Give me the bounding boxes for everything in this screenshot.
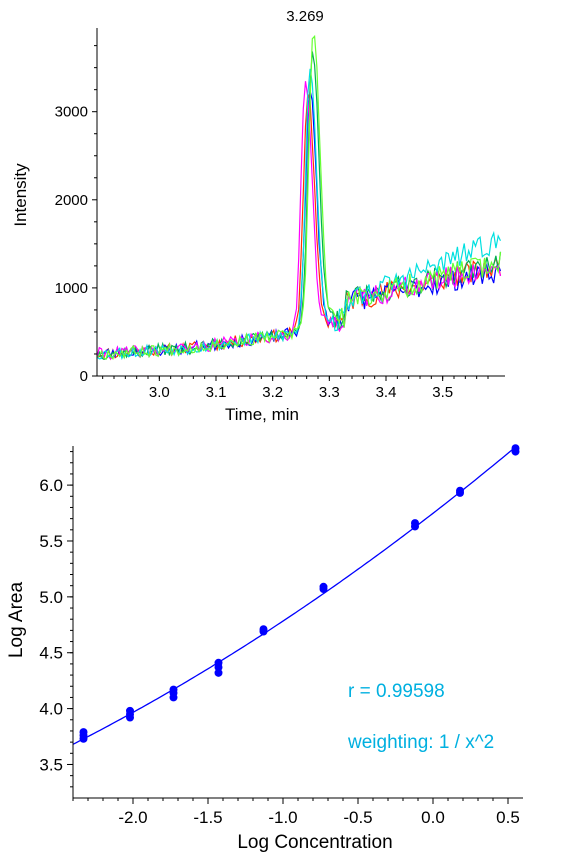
chrom-x-label: Time, min [225, 405, 299, 424]
calib-y-ticks: 3.5 4.0 4.5 5.0 5.5 6.0 [39, 451, 73, 788]
chromatogram-trace [96, 81, 502, 361]
chrom-y-tick-label: 2000 [55, 192, 88, 209]
fit-curve [72, 445, 518, 745]
chrom-y-tick-label: 3000 [55, 104, 88, 121]
chromatogram-trace [96, 51, 502, 360]
chrom-y-tick-label: 1000 [55, 280, 88, 297]
calibration-point [319, 582, 328, 591]
calib-y-label: Log Area [6, 582, 27, 658]
calibration-points [79, 444, 520, 743]
calibration-point [126, 706, 134, 715]
chrom-x-tick-label: 3.0 [149, 384, 170, 401]
chrom-x-tick-label: 3.3 [319, 384, 340, 401]
calibration-point [214, 668, 223, 677]
calib-y-tick-label: 3.5 [39, 755, 63, 774]
chrom-y-ticks: 0 1000 2000 3000 [55, 45, 97, 385]
calib-y-tick-label: 6.0 [39, 476, 63, 495]
chrom-y-label: Intensity [11, 163, 30, 227]
calib-x-tick-label: 0.0 [421, 808, 445, 827]
calib-y-tick-label: 5.5 [39, 532, 63, 551]
chrom-x-ticks: 3.0 3.1 3.2 3.3 3.4 3.5 [102, 376, 489, 401]
calib-x-tick-label: 0.5 [496, 808, 520, 827]
chrom-y-tick-label: 0 [80, 368, 88, 385]
calibration-point [411, 519, 419, 528]
calibration-point [169, 685, 178, 694]
calib-y-tick-label: 4.5 [39, 644, 63, 663]
r-value-annotation: r = 0.99598 [348, 681, 445, 702]
chrom-x-tick-label: 3.5 [432, 384, 453, 401]
chrom-x-tick-label: 3.4 [376, 384, 397, 401]
weighting-annotation: weighting: 1 / x^2 [347, 732, 494, 753]
calibration-point [511, 444, 520, 453]
calib-x-tick-label: -2.0 [118, 808, 147, 827]
chromatogram-traces [96, 34, 502, 361]
calib-x-label: Log Concentration [237, 832, 392, 853]
calibration-chart: 3.5 4.0 4.5 5.0 5.5 6.0 -2.0 -1.5 -1.0 -0.5 0.0 0.… [6, 444, 523, 853]
calib-x-tick-label: -1.5 [193, 808, 222, 827]
peak-label: 3.269 [286, 8, 324, 25]
calibration-point [456, 486, 464, 495]
calib-y-tick-label: 4.0 [39, 700, 63, 719]
calibration-point [214, 658, 223, 667]
calibration-point [79, 728, 88, 737]
calib-x-ticks: -2.0 -1.5 -1.0 -0.5 0.0 0.5 [72, 798, 520, 827]
chromatogram-trace [96, 34, 502, 361]
calib-x-tick-label: -1.0 [268, 808, 297, 827]
calib-y-tick-label: 5.0 [39, 588, 63, 607]
calibration-fit-line [72, 445, 518, 745]
chromatogram-chart: 3.269 0 1000 2000 3000 3.0 3.1 3.2 3.3 3.4 3.5 T… [11, 8, 505, 424]
chrom-x-tick-label: 3.2 [262, 384, 283, 401]
calib-x-tick-label: -0.5 [343, 808, 372, 827]
calibration-point [259, 625, 268, 634]
chrom-x-tick-label: 3.1 [206, 384, 227, 401]
chromatogram-trace [96, 68, 502, 360]
